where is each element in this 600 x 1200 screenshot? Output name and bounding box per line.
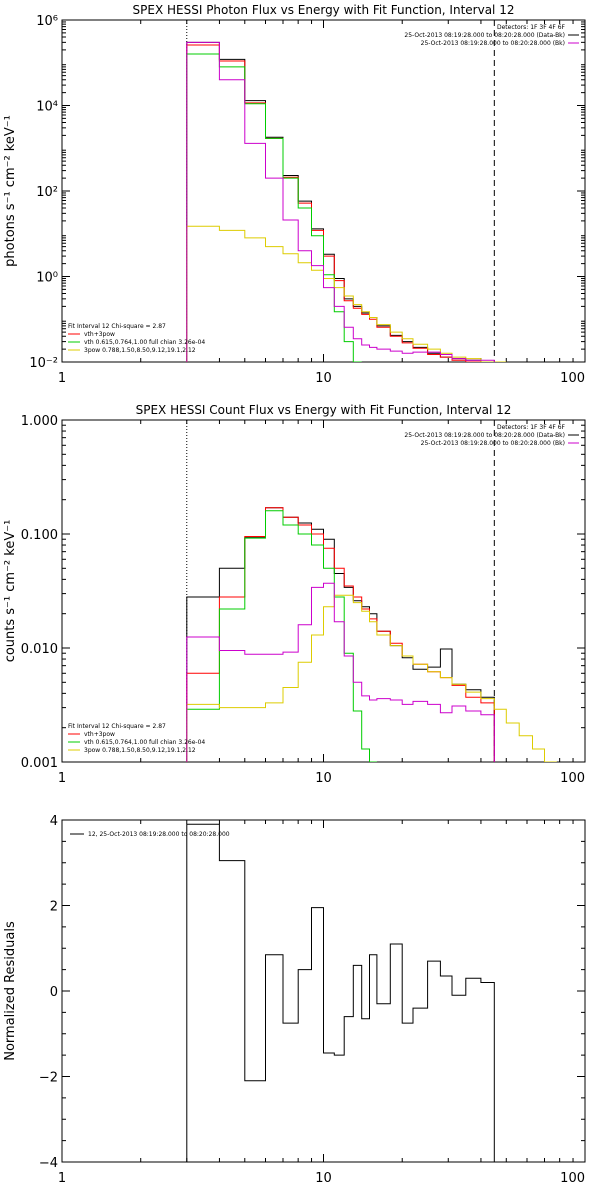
legend-bottomleft-text: 3pow 0.788,1.50,8.50,9.12,19.1,2.12 [84,347,196,354]
legend-bottomleft-text: vth+3pow [84,731,115,738]
series-data [186,41,495,362]
series-vth [186,510,377,762]
y-tick-label: 0 [50,985,58,1000]
x-tick-label: 10 [315,1171,332,1186]
legend-bottomleft-text: vth+3pow [84,331,115,338]
series-3pow [186,225,507,362]
y-tick-label: 10⁴ [36,100,58,115]
x-tick-label: 1 [58,771,66,786]
chart-title: SPEX HESSI Photon Flux vs Energy with Fi… [133,3,515,17]
series-vth [186,53,362,362]
y-tick-label: 1.000 [21,414,58,429]
legend-topright-text: Detectors: 1F 3F 4F 6F [497,24,566,31]
series-3pow [186,594,557,762]
y-axis-label: counts s⁻¹ cm⁻² keV⁻¹ [3,520,18,663]
legend-bottomleft-text: Fit Interval 12 Chi-square = 2.87 [68,323,166,330]
y-axis-label: photons s⁻¹ cm⁻² keV⁻¹ [3,115,18,267]
panel-3: Normalized Residuals 1 10 100 −4 −2 0 2 4 12, 25-… [3,814,586,1186]
y-tick-label: 10⁻² [29,356,58,371]
legend-bottomleft-text: 3pow 0.788,1.50,8.50,9.12,19.1,2.12 [84,747,196,754]
plot-frame [61,19,586,363]
y-tick-label: 4 [50,814,58,829]
series-residuals [186,823,495,1162]
y-tick-label: −4 [39,1156,58,1171]
x-tick-label: 100 [560,371,585,386]
y-tick-label: 0.100 [21,528,58,543]
legend-bottomleft-text: vth 0.615,0.764,1.00 full chian 3.26e-04 [84,739,205,746]
series-bk [186,41,495,362]
legend-bottomleft-text: Fit Interval 12 Chi-square = 2.87 [68,723,166,730]
y-tick-label: 0.001 [21,756,58,771]
series-bk [186,582,495,762]
x-tick-label: 10 [315,771,332,786]
y-axis-label: Normalized Residuals [3,921,18,1061]
legend-topright-text: Detectors: 1F 3F 4F 6F [497,424,566,431]
legend-topright-text: 25-Oct-2013 08:19:28.000 to 08:20:28.000… [404,32,565,39]
series-data [186,507,495,762]
x-tick-label: 1 [58,371,66,386]
panel-1: SPEX HESSI Photon Flux vs Energy with Fi… [3,3,586,386]
y-tick-label: 2 [50,900,58,915]
legend-topright-text: 25-Oct-2013 08:19:28.000 to 08:20:28.000… [421,40,565,47]
panel-2: SPEX HESSI Count Flux vs Energy with Fit… [3,403,586,786]
legend-bottomleft-text: vth 0.615,0.764,1.00 full chian 3.26e-04 [84,339,205,346]
series-vth-3pow [186,44,495,362]
x-tick-label: 100 [560,771,585,786]
y-tick-label: 0.010 [21,642,58,657]
legend-topleft-text: 12, 25-Oct-2013 08:19:28.000 to 08:20:28… [88,831,230,838]
y-tick-label: −2 [39,1071,58,1086]
chart-title: SPEX HESSI Count Flux vs Energy with Fit… [136,403,512,417]
series-vth-3pow [186,507,495,762]
x-tick-label: 1 [58,1171,66,1186]
x-tick-label: 100 [560,1171,585,1186]
y-tick-label: 10² [36,185,58,200]
legend-topright-text: 25-Oct-2013 08:19:28.000 to 08:20:28.000… [421,440,565,447]
y-tick-label: 10⁰ [36,271,58,286]
x-tick-label: 10 [315,371,332,386]
y-tick-label: 10⁶ [36,14,58,29]
legend-topright-text: 25-Oct-2013 08:19:28.000 to 08:20:28.000… [404,432,565,439]
